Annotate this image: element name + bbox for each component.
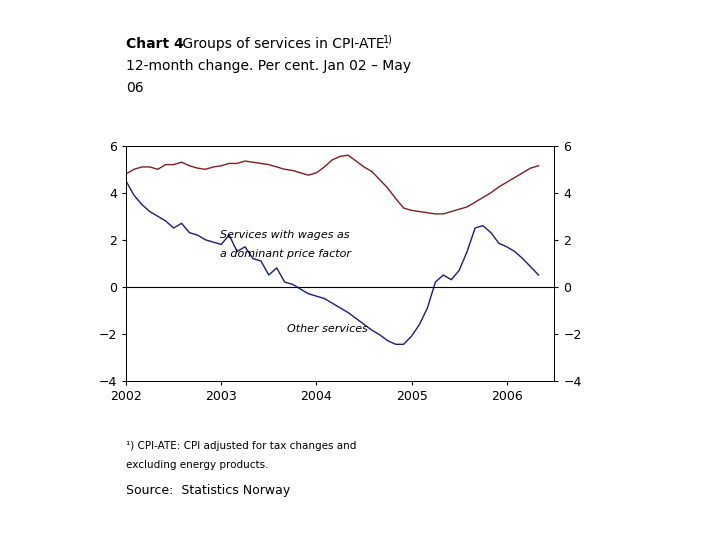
Text: Source:  Statistics Norway: Source: Statistics Norway [126,484,290,497]
Text: 1): 1) [383,35,393,45]
Text: ¹) CPI-ATE: CPI adjusted for tax changes and: ¹) CPI-ATE: CPI adjusted for tax changes… [126,441,356,451]
Text: a dominant price factor: a dominant price factor [220,249,351,259]
Text: Chart 4: Chart 4 [126,37,184,51]
Text: Other services: Other services [287,324,368,334]
Text: Groups of services in CPI-ATE.: Groups of services in CPI-ATE. [178,37,389,51]
Text: excluding energy products.: excluding energy products. [126,460,269,470]
Text: 06: 06 [126,80,143,94]
Text: 12-month change. Per cent. Jan 02 – May: 12-month change. Per cent. Jan 02 – May [126,59,411,73]
Text: Services with wages as: Services with wages as [220,230,350,240]
